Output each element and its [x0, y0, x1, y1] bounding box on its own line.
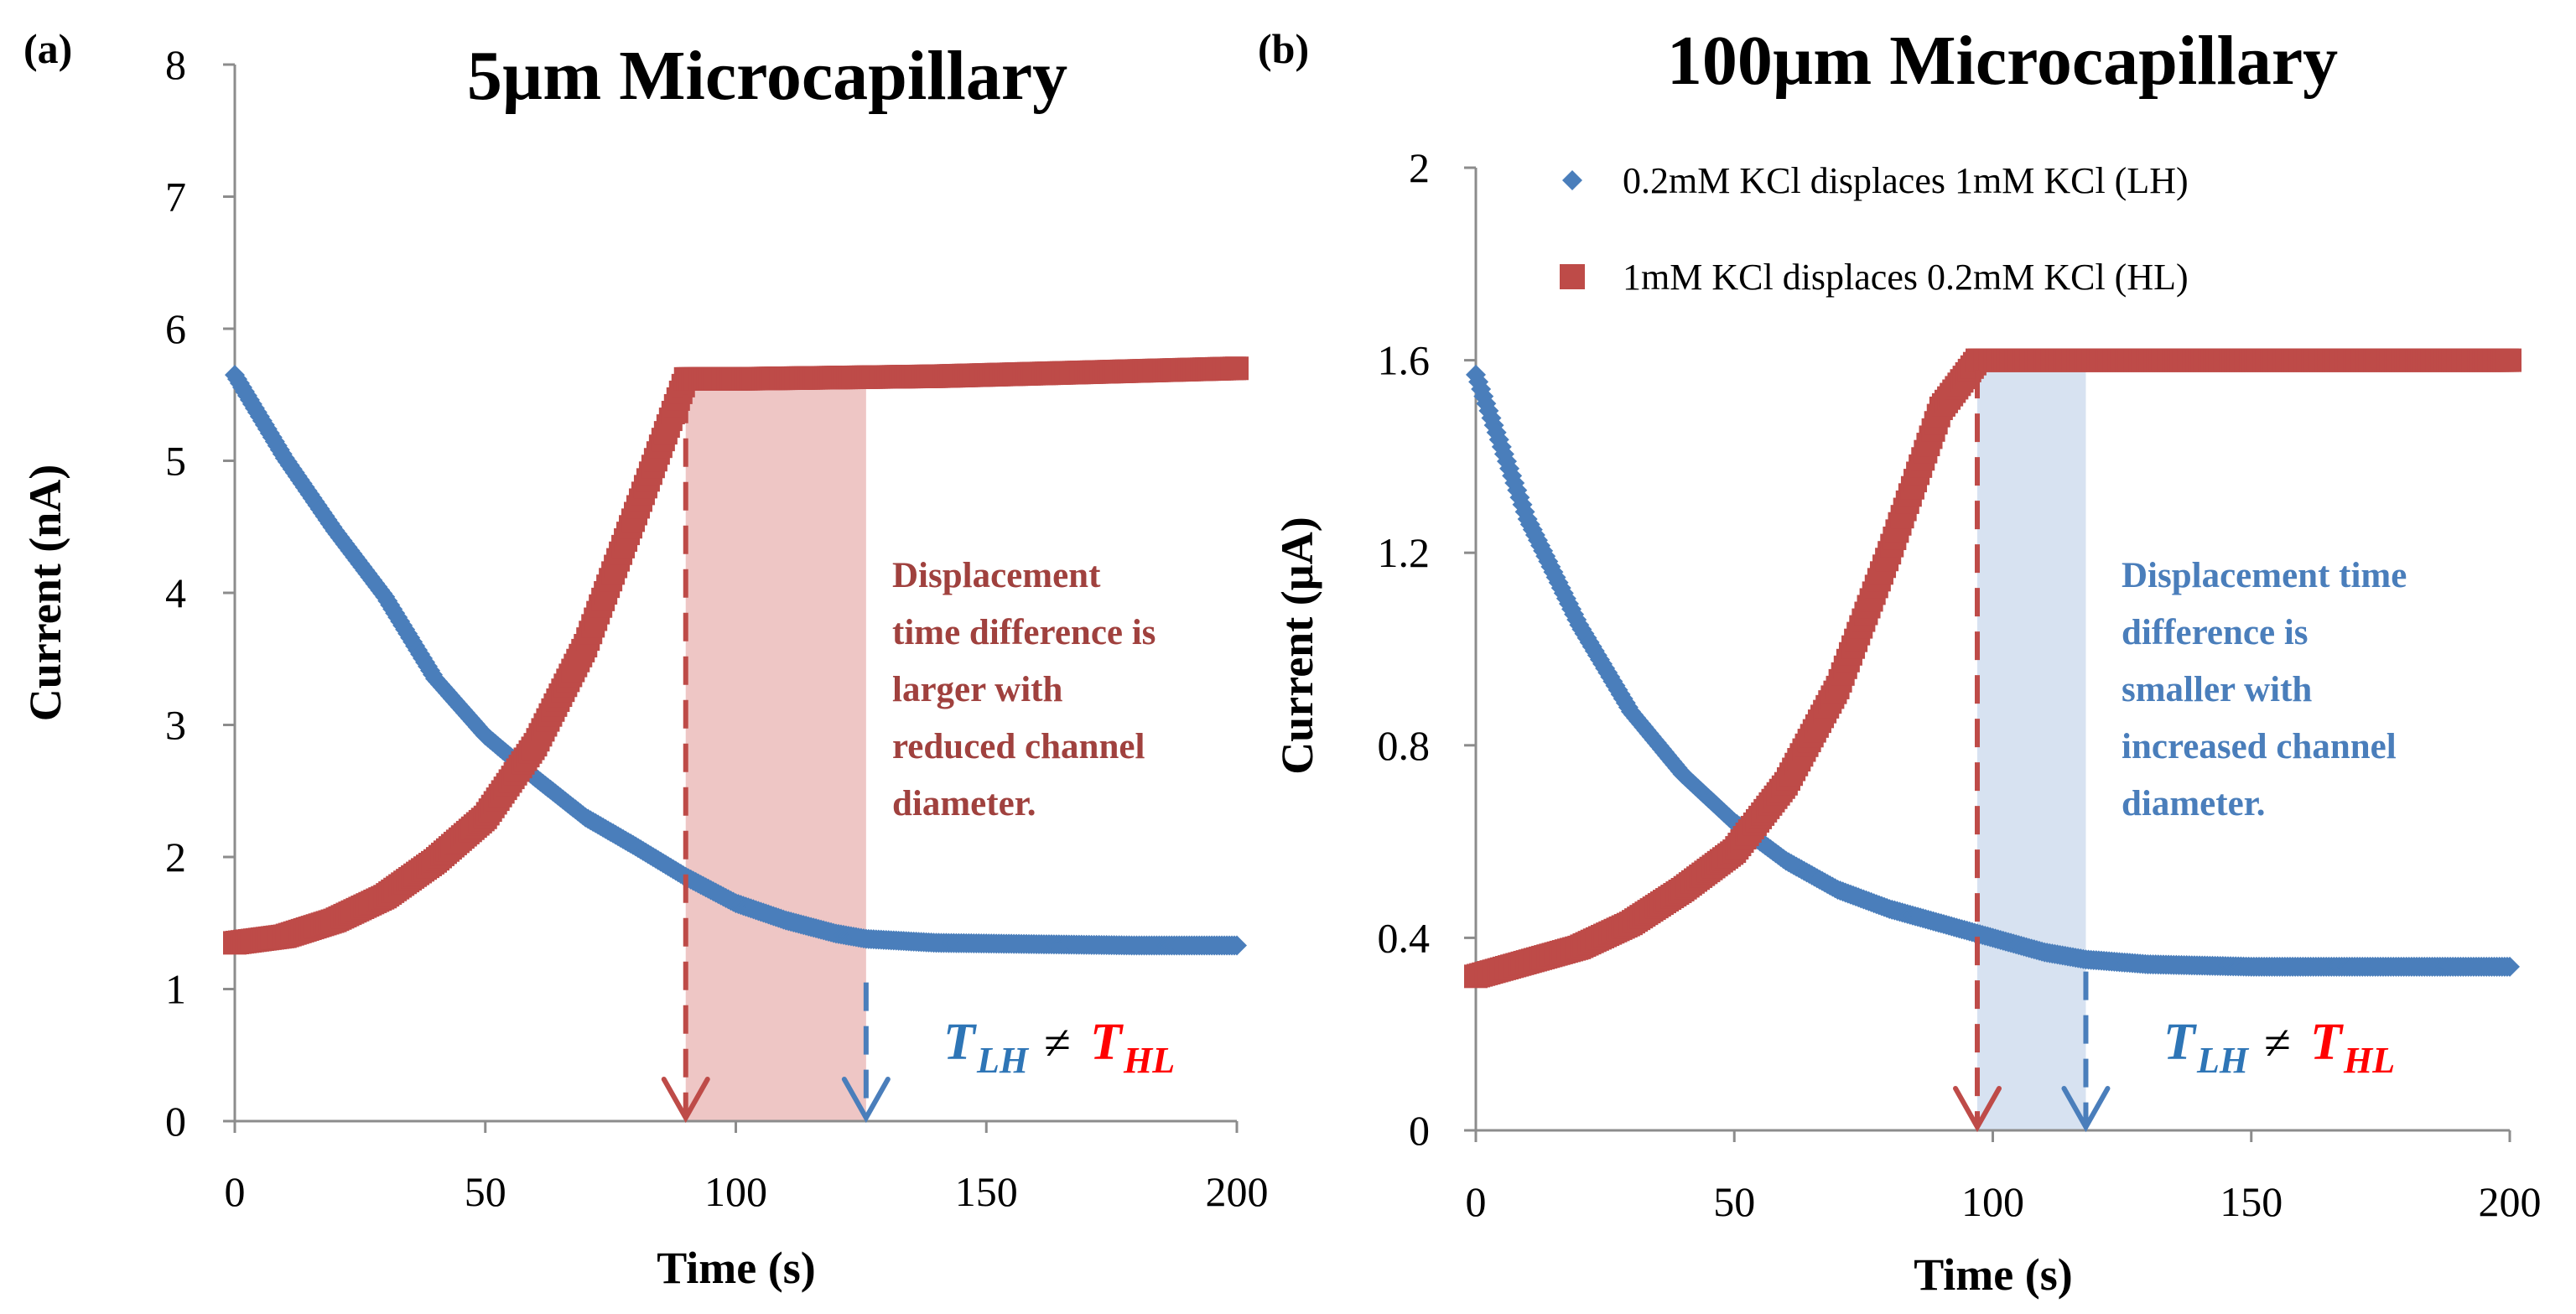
arrow-head [661, 1077, 710, 1124]
x-tick-label: 200 [2479, 1178, 2542, 1225]
inequality-symbol: ≠ [2264, 1015, 2291, 1070]
panel-letter: (b) [1258, 25, 1309, 72]
annotation-line: reduced channel [892, 727, 1145, 766]
y-axis-label: Current (µA) [1272, 517, 1322, 775]
y-tick-label: 4 [165, 569, 186, 616]
x-tick-label: 150 [955, 1168, 1018, 1215]
y-tick-label: 6 [165, 305, 186, 352]
series-square [223, 356, 1249, 955]
x-tick-label: 0 [1466, 1178, 1487, 1225]
legend-marker-square [1560, 264, 1585, 289]
inequality-right-sub: HL [2343, 1040, 2395, 1081]
inequality-right: T [1090, 1014, 1124, 1071]
annotation-line: difference is [2122, 613, 2309, 652]
data-point [1227, 935, 1247, 956]
y-tick-label: 0.8 [1378, 722, 1431, 769]
legend-label: 1mM KCl displaces 0.2mM KCl (HL) [1623, 257, 2189, 298]
data-point [2498, 348, 2521, 372]
panel-a: (a) 5µm Microcapillary 0 1 2 3 4 5 6 7 8 0 50 100 150 2… [20, 25, 1269, 1293]
annotation-line: Displacement [892, 556, 1101, 595]
arrow-head [841, 1077, 891, 1124]
panel-letter: (a) [23, 25, 72, 72]
series-diamond [225, 365, 1247, 956]
panel-title: 5µm Microcapillary [467, 37, 1067, 115]
annotation-line: diameter. [2122, 784, 2266, 823]
y-tick-label: 7 [165, 174, 186, 221]
y-tick-label: 5 [165, 438, 186, 485]
y-tick-label: 0 [165, 1098, 186, 1145]
inequality-left-sub: LH [976, 1040, 1030, 1081]
y-tick-label: 1.2 [1378, 529, 1431, 576]
inequality-right-sub: HL [1123, 1040, 1175, 1081]
y-tick-label: 1.6 [1378, 337, 1431, 384]
panel-b: (b) 100µm Microcapillary 0 0.4 0.8 1.2 1.6 2 0 50… [1258, 22, 2542, 1300]
legend-marker-diamond [1562, 170, 1582, 190]
x-tick-label: 50 [1713, 1178, 1755, 1225]
x-tick-label: 150 [2220, 1178, 2283, 1225]
inequality-left: T [943, 1014, 977, 1071]
y-tick-label: 0 [1409, 1107, 1430, 1154]
arrow-head [1953, 1086, 2002, 1133]
data-point [1225, 356, 1249, 381]
inequality-right: T [2310, 1014, 2344, 1071]
x-tick-label: 100 [1961, 1178, 2024, 1225]
y-tick-label: 8 [165, 41, 186, 88]
arrow-head [2061, 1086, 2111, 1133]
annotation-line: smaller with [2122, 670, 2312, 709]
annotation-line: diameter. [892, 784, 1036, 823]
x-tick-label: 0 [225, 1168, 246, 1215]
x-axis-label: Time (s) [657, 1243, 815, 1293]
x-tick-label: 100 [704, 1168, 767, 1215]
data-point [2500, 956, 2520, 977]
y-tick-label: 0.4 [1378, 914, 1431, 961]
inequality-left-sub: LH [2196, 1040, 2250, 1081]
y-axis-label: Current (nA) [20, 465, 70, 721]
inequality-symbol: ≠ [1044, 1015, 1071, 1070]
inequality-left: T [2163, 1014, 2197, 1071]
y-tick-label: 1 [165, 966, 186, 1013]
y-tick-label: 2 [1409, 144, 1430, 191]
legend: 0.2mM KCl displaces 1mM KCl (LH) 1mM KCl … [1560, 160, 2189, 298]
panel-title: 100µm Microcapillary [1667, 22, 2338, 100]
annotation-line: time difference is [892, 613, 1156, 652]
series-square [1464, 348, 2521, 989]
x-axis-label: Time (s) [1914, 1249, 2072, 1300]
y-tick-label: 3 [165, 702, 186, 749]
legend-label: 0.2mM KCl displaces 1mM KCl (LH) [1623, 160, 2189, 201]
annotation-line: Displacement time [2122, 556, 2407, 595]
annotation-line: increased channel [2122, 727, 2397, 766]
y-tick-label: 2 [165, 834, 186, 880]
shaded-interval [685, 382, 866, 1121]
annotation-line: larger with [892, 670, 1062, 709]
shaded-interval [1977, 365, 2086, 1131]
x-tick-label: 50 [465, 1168, 506, 1215]
x-tick-label: 200 [1206, 1168, 1269, 1215]
